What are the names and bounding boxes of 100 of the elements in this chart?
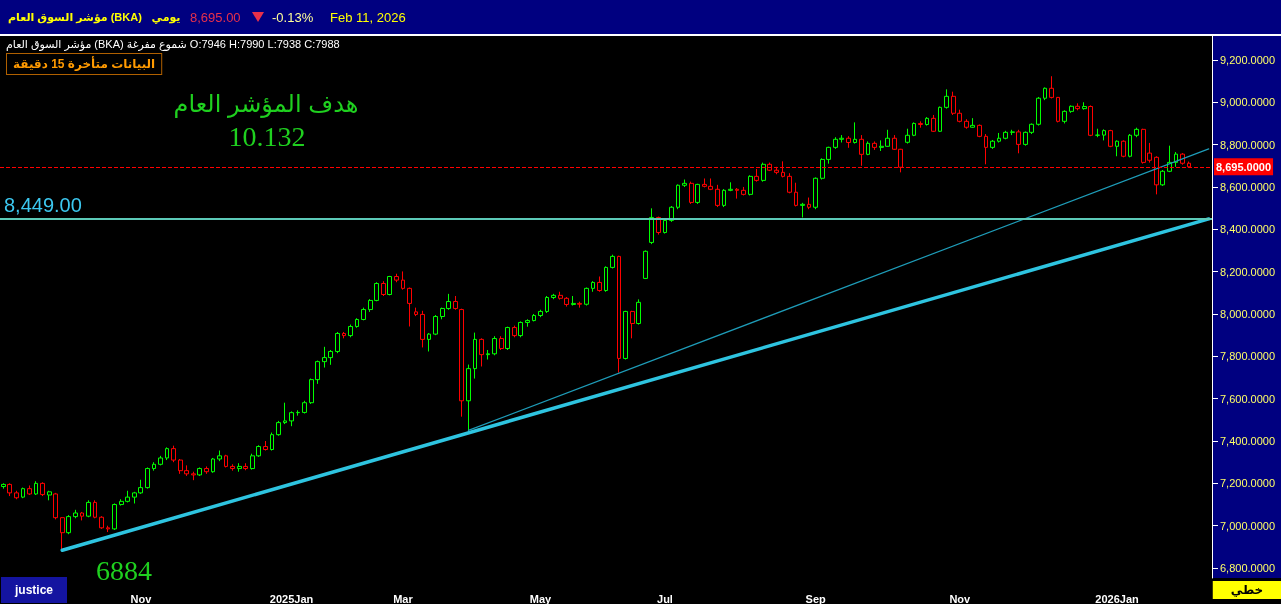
candlestick bbox=[794, 182, 798, 207]
candlestick bbox=[551, 293, 556, 300]
candlestick bbox=[610, 254, 615, 269]
candlestick bbox=[997, 132, 1001, 143]
candlestick bbox=[735, 187, 739, 200]
y-tick-label: 7,800.0000 bbox=[1220, 350, 1276, 363]
ref-line-label: 8,449.00 bbox=[4, 193, 82, 216]
candlestick bbox=[73, 509, 78, 519]
candlestick bbox=[984, 133, 988, 165]
text: يومي bbox=[151, 11, 181, 24]
candlestick bbox=[335, 331, 340, 354]
candlestick bbox=[1049, 75, 1054, 99]
candlestick bbox=[361, 307, 366, 321]
text: justice bbox=[13, 583, 54, 597]
candlestick bbox=[427, 332, 431, 352]
annotation: 10.132 bbox=[228, 120, 306, 152]
candlestick bbox=[106, 525, 110, 533]
candlestick bbox=[21, 487, 25, 499]
y-tick-label: 9,200.0000 bbox=[1220, 53, 1276, 66]
candlestick bbox=[682, 179, 687, 188]
candlestick bbox=[283, 402, 287, 425]
candlestick bbox=[853, 121, 857, 145]
candlestick bbox=[525, 318, 530, 328]
candlestick bbox=[617, 255, 621, 374]
candlestick bbox=[453, 295, 458, 311]
y-tick-label: 7,400.0000 bbox=[1220, 435, 1276, 448]
x-tick-label: 2025Jan bbox=[269, 592, 314, 604]
candlestick bbox=[466, 364, 471, 431]
candlestick bbox=[1036, 96, 1041, 127]
candlestick bbox=[473, 332, 477, 380]
annotation: 6884 bbox=[96, 554, 152, 586]
candlestick bbox=[86, 499, 91, 518]
candlestick bbox=[394, 273, 399, 283]
candlestick bbox=[1108, 129, 1113, 148]
candlestick bbox=[165, 446, 169, 461]
candlestick bbox=[414, 307, 418, 317]
y-tick-label: 7,600.0000 bbox=[1220, 392, 1276, 405]
candlestick bbox=[1043, 86, 1047, 101]
candlestick bbox=[211, 457, 215, 474]
y-tick-label: 8,200.0000 bbox=[1220, 265, 1276, 278]
candlestick bbox=[112, 502, 117, 531]
candlestick bbox=[492, 335, 497, 356]
chart-subtitle: مؤشر السوق العام (BKA) شموع مفرغة O:7946 H:7990 L:7938 C:7988 bbox=[6, 37, 340, 51]
candlestick bbox=[27, 484, 32, 496]
candlestick bbox=[420, 310, 425, 348]
y-tick-label: 9,000.0000 bbox=[1220, 96, 1276, 109]
candlestick bbox=[866, 140, 870, 156]
candlestick bbox=[289, 410, 294, 427]
candlestick bbox=[158, 455, 163, 466]
candlestick bbox=[977, 124, 982, 138]
candlestick bbox=[944, 88, 949, 110]
candlestick bbox=[604, 265, 608, 293]
candlestick bbox=[145, 466, 150, 490]
x-tick-label: Nov bbox=[949, 592, 972, 604]
candlestick bbox=[486, 349, 490, 361]
candlestick bbox=[1115, 139, 1119, 157]
candlestick bbox=[1121, 139, 1126, 158]
candlestick bbox=[270, 432, 274, 452]
candlestick bbox=[302, 400, 307, 414]
x-tick-label: 2026Jan bbox=[1095, 592, 1139, 604]
y-tick-label: 7,200.0000 bbox=[1220, 477, 1276, 490]
candlestick bbox=[80, 511, 84, 521]
candlestick bbox=[545, 295, 549, 314]
y-tick-label: 6,800.0000 bbox=[1220, 562, 1276, 575]
candlestick bbox=[14, 490, 19, 500]
ref-line-label: 8,695.0000 bbox=[1216, 160, 1272, 173]
candlestick bbox=[597, 276, 602, 293]
y-tick-label: 8,000.0000 bbox=[1220, 307, 1276, 320]
candlestick bbox=[171, 445, 176, 463]
y-tick-label: 8,600.0000 bbox=[1220, 180, 1276, 193]
text: 8,695.00 bbox=[190, 9, 241, 25]
candlestick bbox=[342, 331, 346, 339]
candlestick bbox=[623, 310, 628, 361]
candlestick bbox=[912, 121, 916, 137]
candlestick bbox=[34, 480, 38, 496]
candlestick bbox=[532, 313, 536, 322]
text: Feb 11, 2026 bbox=[330, 9, 406, 25]
candlestick bbox=[807, 197, 811, 210]
candlestick bbox=[925, 116, 929, 127]
candlestick bbox=[538, 309, 543, 318]
candlestick bbox=[741, 186, 746, 196]
candlestick bbox=[649, 207, 654, 245]
candlestick bbox=[1062, 109, 1067, 124]
candlestick bbox=[479, 337, 484, 367]
candlestick bbox=[230, 463, 235, 472]
text: خطي bbox=[1230, 583, 1264, 597]
x-tick-label: May bbox=[529, 592, 553, 604]
candlestick bbox=[217, 450, 222, 462]
candlestick bbox=[918, 120, 923, 129]
y-tick-label: 8,800.0000 bbox=[1220, 138, 1276, 151]
candlestick bbox=[584, 287, 589, 307]
candlestick bbox=[846, 135, 851, 149]
candlestick bbox=[152, 461, 156, 472]
candlestick bbox=[93, 499, 97, 519]
candlestick bbox=[401, 270, 405, 291]
candlestick bbox=[204, 465, 209, 475]
candlestick bbox=[872, 140, 877, 151]
candlestick bbox=[348, 324, 353, 338]
candlestick bbox=[938, 106, 942, 133]
candlestick bbox=[787, 172, 792, 194]
